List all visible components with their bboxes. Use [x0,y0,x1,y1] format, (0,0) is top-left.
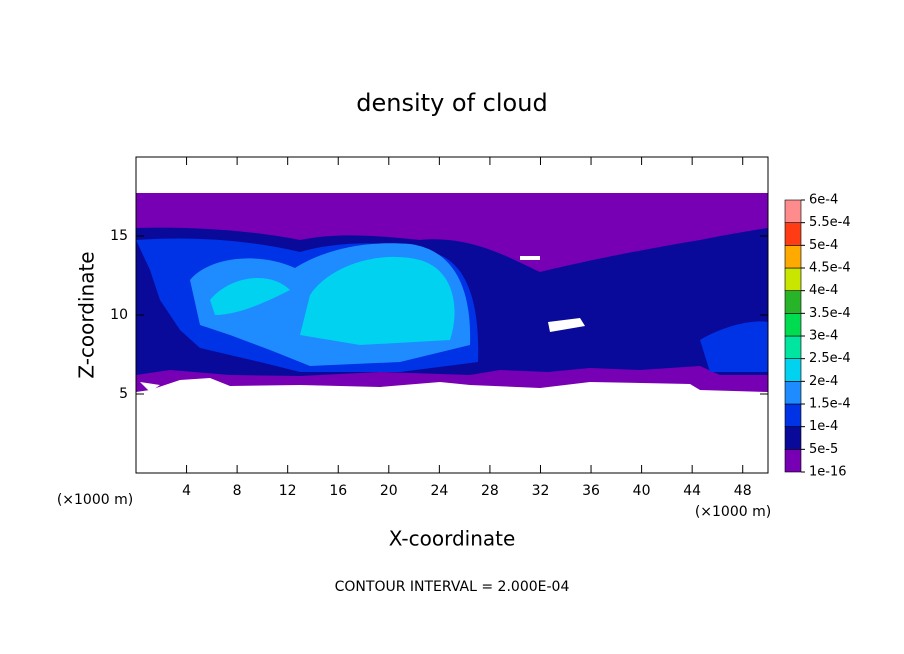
y-tick-label: 5 [119,386,128,402]
x-unit: (×1000 m) [57,492,133,508]
cloud-layer [210,256,455,345]
colorbar-label: 6e-4 [809,193,838,208]
x-tick-label: 48 [734,483,752,499]
y-tick-label: 10 [110,307,128,323]
colorbar-label: 1e-16 [809,465,847,480]
colorbar-swatch [784,403,802,427]
x-tick-label: 24 [430,483,448,499]
colorbar-swatch [784,426,802,450]
x-tick-label: 32 [532,483,550,499]
colorbar-label: 1.5e-4 [809,397,851,412]
x-tick-label: 36 [582,483,600,499]
cloud-gap [136,157,768,473]
x-tick-label: 44 [683,483,701,499]
colorbar-label: 5e-4 [809,238,838,253]
y-unit: (×1000 m) [695,504,771,520]
colorbar-swatch [784,267,802,291]
x-tick-label: 8 [233,483,242,499]
x-tick-label: 4 [182,483,191,499]
colorbar-swatch [784,335,802,359]
colorbar-swatch [784,222,802,246]
colorbar-label: 2.5e-4 [809,351,851,366]
colorbar-label: 3e-4 [809,329,838,344]
footnote: CONTOUR INTERVAL = 2.000E-04 [335,579,570,595]
chart-title: density of cloud [356,89,547,117]
colorbar-swatch [784,199,802,223]
x-tick-label: 20 [380,483,398,499]
colorbar-label: 5.5e-4 [809,215,851,230]
colorbar-label: 1e-4 [809,419,838,434]
colorbar-label: 4.5e-4 [809,261,851,276]
colorbar-swatch [784,381,802,405]
colorbar-label: 5e-5 [809,442,838,457]
y-axis-label: Z-coordinate [75,251,99,378]
colorbar-label: 4e-4 [809,283,838,298]
y-tick-label: 15 [110,228,128,244]
x-tick-label: 16 [329,483,347,499]
colorbar-swatch [784,290,802,314]
x-axis-label: X-coordinate [389,527,516,551]
colorbar-swatch [784,449,802,473]
colorbar-label: 3.5e-4 [809,306,851,321]
x-tick-label: 12 [279,483,297,499]
colorbar-label: 2e-4 [809,374,838,389]
x-tick-label: 40 [633,483,651,499]
colorbar-swatch [784,245,802,269]
colorbar-swatch [784,313,802,337]
contour-field [136,157,768,473]
colorbar-swatch [784,358,802,382]
cloud-layer [700,321,768,372]
x-tick-label: 28 [481,483,499,499]
